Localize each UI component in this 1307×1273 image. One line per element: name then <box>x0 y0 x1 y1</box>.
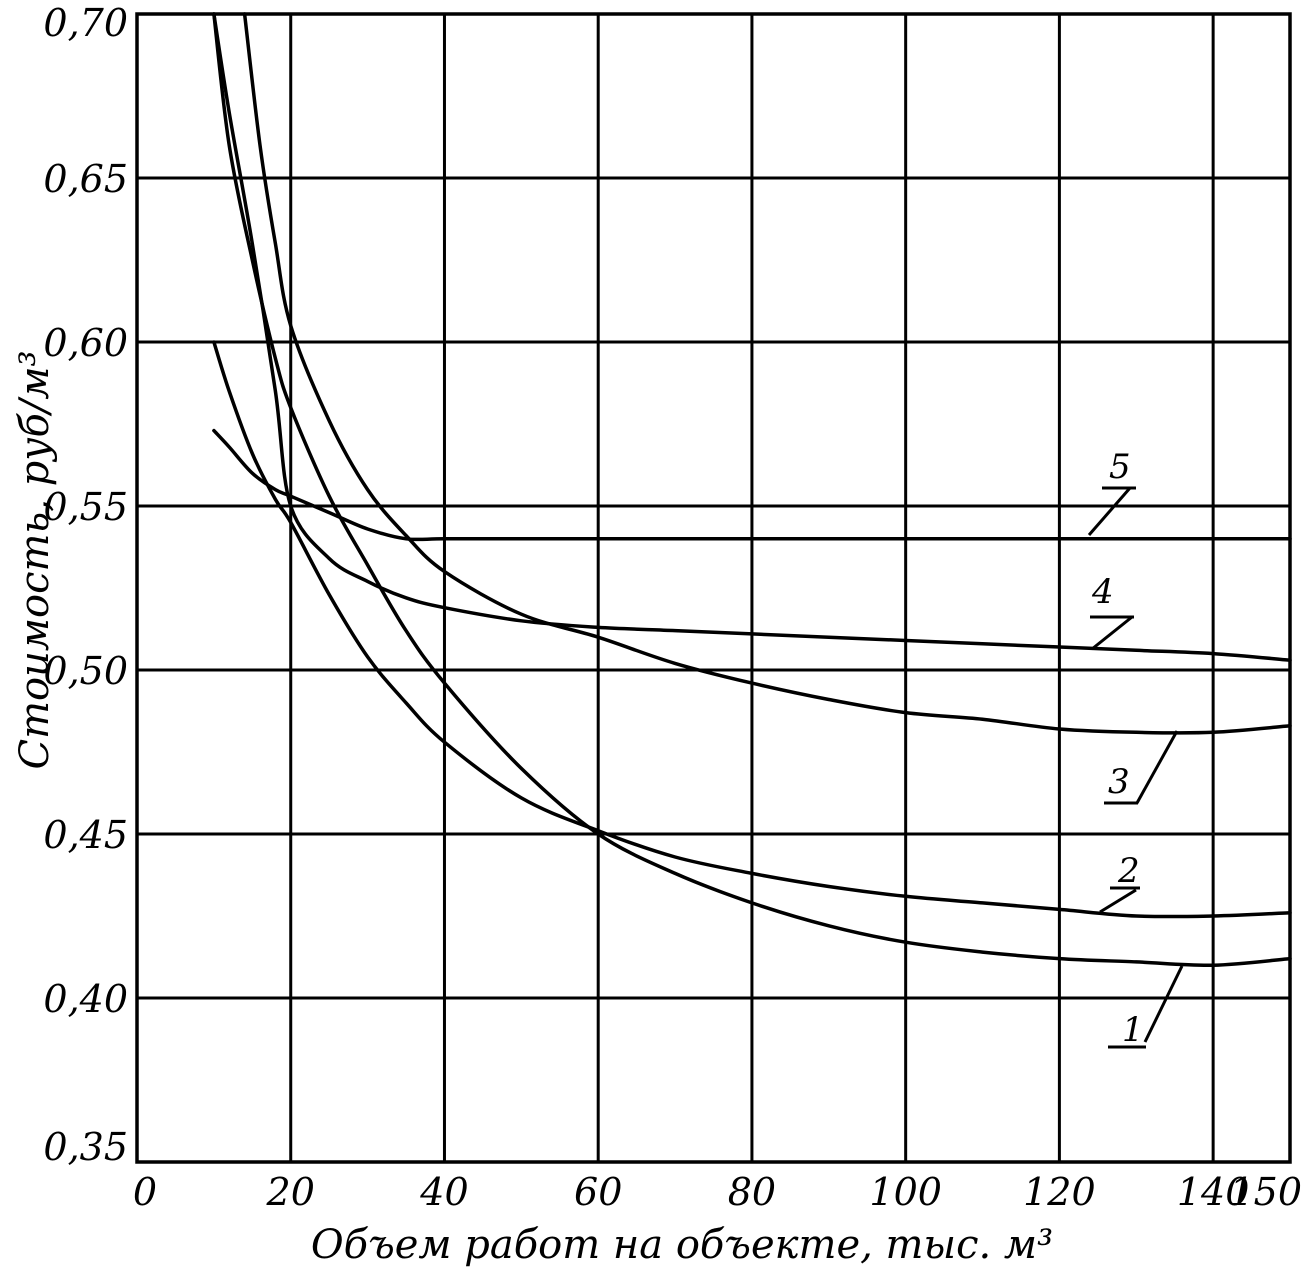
x-tick-label-1: 20 <box>266 1170 315 1214</box>
curve-label-layer: 1 2 3 4 5 <box>1087 447 1184 1050</box>
curve-layer <box>212 12 1292 968</box>
curve-1 <box>212 12 1292 968</box>
curve-2 <box>212 340 1292 919</box>
x-tick-label-6: 120 <box>1023 1170 1096 1214</box>
x-tick-label-8: 150 <box>1229 1170 1302 1214</box>
x-tick-label-7: 140 <box>1177 1170 1250 1214</box>
y-axis-title: Стоимость, руб/м³ <box>12 350 58 769</box>
x-tick-label-4: 80 <box>728 1170 776 1214</box>
leader-line-4 <box>1091 615 1133 651</box>
curve-label-1: 1 <box>1122 1010 1144 1050</box>
y-tick-label-0: 0,35 <box>43 1125 128 1169</box>
leader-line-1 <box>1143 965 1184 1043</box>
x-tick-label-3: 60 <box>574 1170 622 1214</box>
y-tick-label-5: 0,60 <box>43 321 128 365</box>
x-tick-label-5: 100 <box>869 1170 942 1214</box>
x-axis-title: Объем работ на объекте, тыс. м³ <box>311 1222 1053 1268</box>
curve-label-5: 5 <box>1109 447 1131 487</box>
curve-3 <box>242 12 1292 735</box>
plot-frame <box>135 12 1292 1164</box>
y-tick-label-4: 0,55 <box>43 485 128 529</box>
curve-label-4: 4 <box>1091 572 1114 612</box>
y-tick-label-6: 0,65 <box>43 157 128 201</box>
curve-label-2: 2 <box>1117 851 1140 891</box>
y-tick-label-2: 0,45 <box>43 813 128 857</box>
x-tick-label-2: 40 <box>419 1170 468 1214</box>
leader-line-5 <box>1087 487 1132 536</box>
curve-5 <box>212 428 1292 542</box>
curve-4 <box>212 12 1292 662</box>
leader-line-3 <box>1135 730 1179 804</box>
curve-label-3: 3 <box>1108 762 1130 802</box>
y-tick-label-3: 0,50 <box>43 649 128 693</box>
y-tick-label-1: 0,40 <box>43 977 128 1021</box>
y-tick-label-7: 0,70 <box>43 1 128 45</box>
leader-line-2 <box>1099 888 1137 914</box>
grid-layer <box>135 12 1292 1164</box>
x-tick-label-0: 0 <box>133 1170 157 1214</box>
